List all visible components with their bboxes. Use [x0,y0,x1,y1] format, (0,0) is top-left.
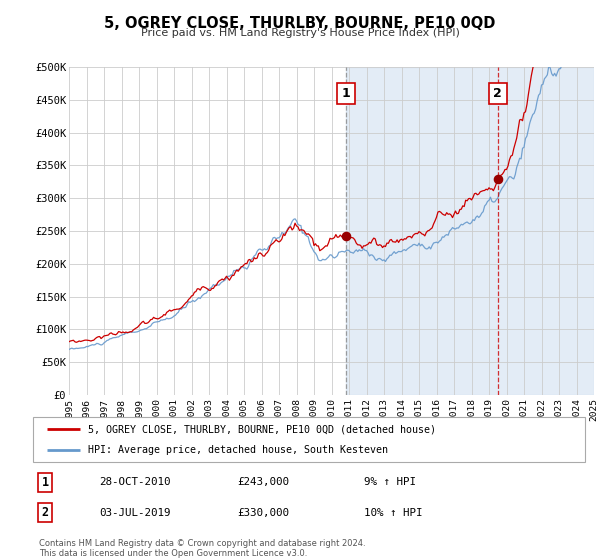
Text: 2: 2 [493,87,502,100]
Point [341,231,350,240]
Text: 9% ↑ HPI: 9% ↑ HPI [364,477,416,487]
Text: 5, OGREY CLOSE, THURLBY, BOURNE, PE10 0QD: 5, OGREY CLOSE, THURLBY, BOURNE, PE10 0Q… [104,16,496,31]
FancyBboxPatch shape [33,417,585,462]
Text: 28-OCT-2010: 28-OCT-2010 [99,477,171,487]
Text: 10% ↑ HPI: 10% ↑ HPI [364,507,422,517]
Text: £243,000: £243,000 [237,477,289,487]
Bar [346,67,594,395]
Text: 5, OGREY CLOSE, THURLBY, BOURNE, PE10 0QD (detached house): 5, OGREY CLOSE, THURLBY, BOURNE, PE10 0Q… [88,424,436,435]
Text: HPI: Average price, detached house, South Kesteven: HPI: Average price, detached house, Sout… [88,445,388,455]
Text: 03-JUL-2019: 03-JUL-2019 [99,507,171,517]
Text: 1: 1 [341,87,350,100]
Text: £330,000: £330,000 [237,507,289,517]
Text: 1: 1 [41,476,49,489]
Text: 2: 2 [41,506,49,519]
Point [493,174,503,183]
Text: Price paid vs. HM Land Registry's House Price Index (HPI): Price paid vs. HM Land Registry's House … [140,28,460,38]
Text: Contains HM Land Registry data © Crown copyright and database right 2024.
This d: Contains HM Land Registry data © Crown c… [39,539,365,558]
